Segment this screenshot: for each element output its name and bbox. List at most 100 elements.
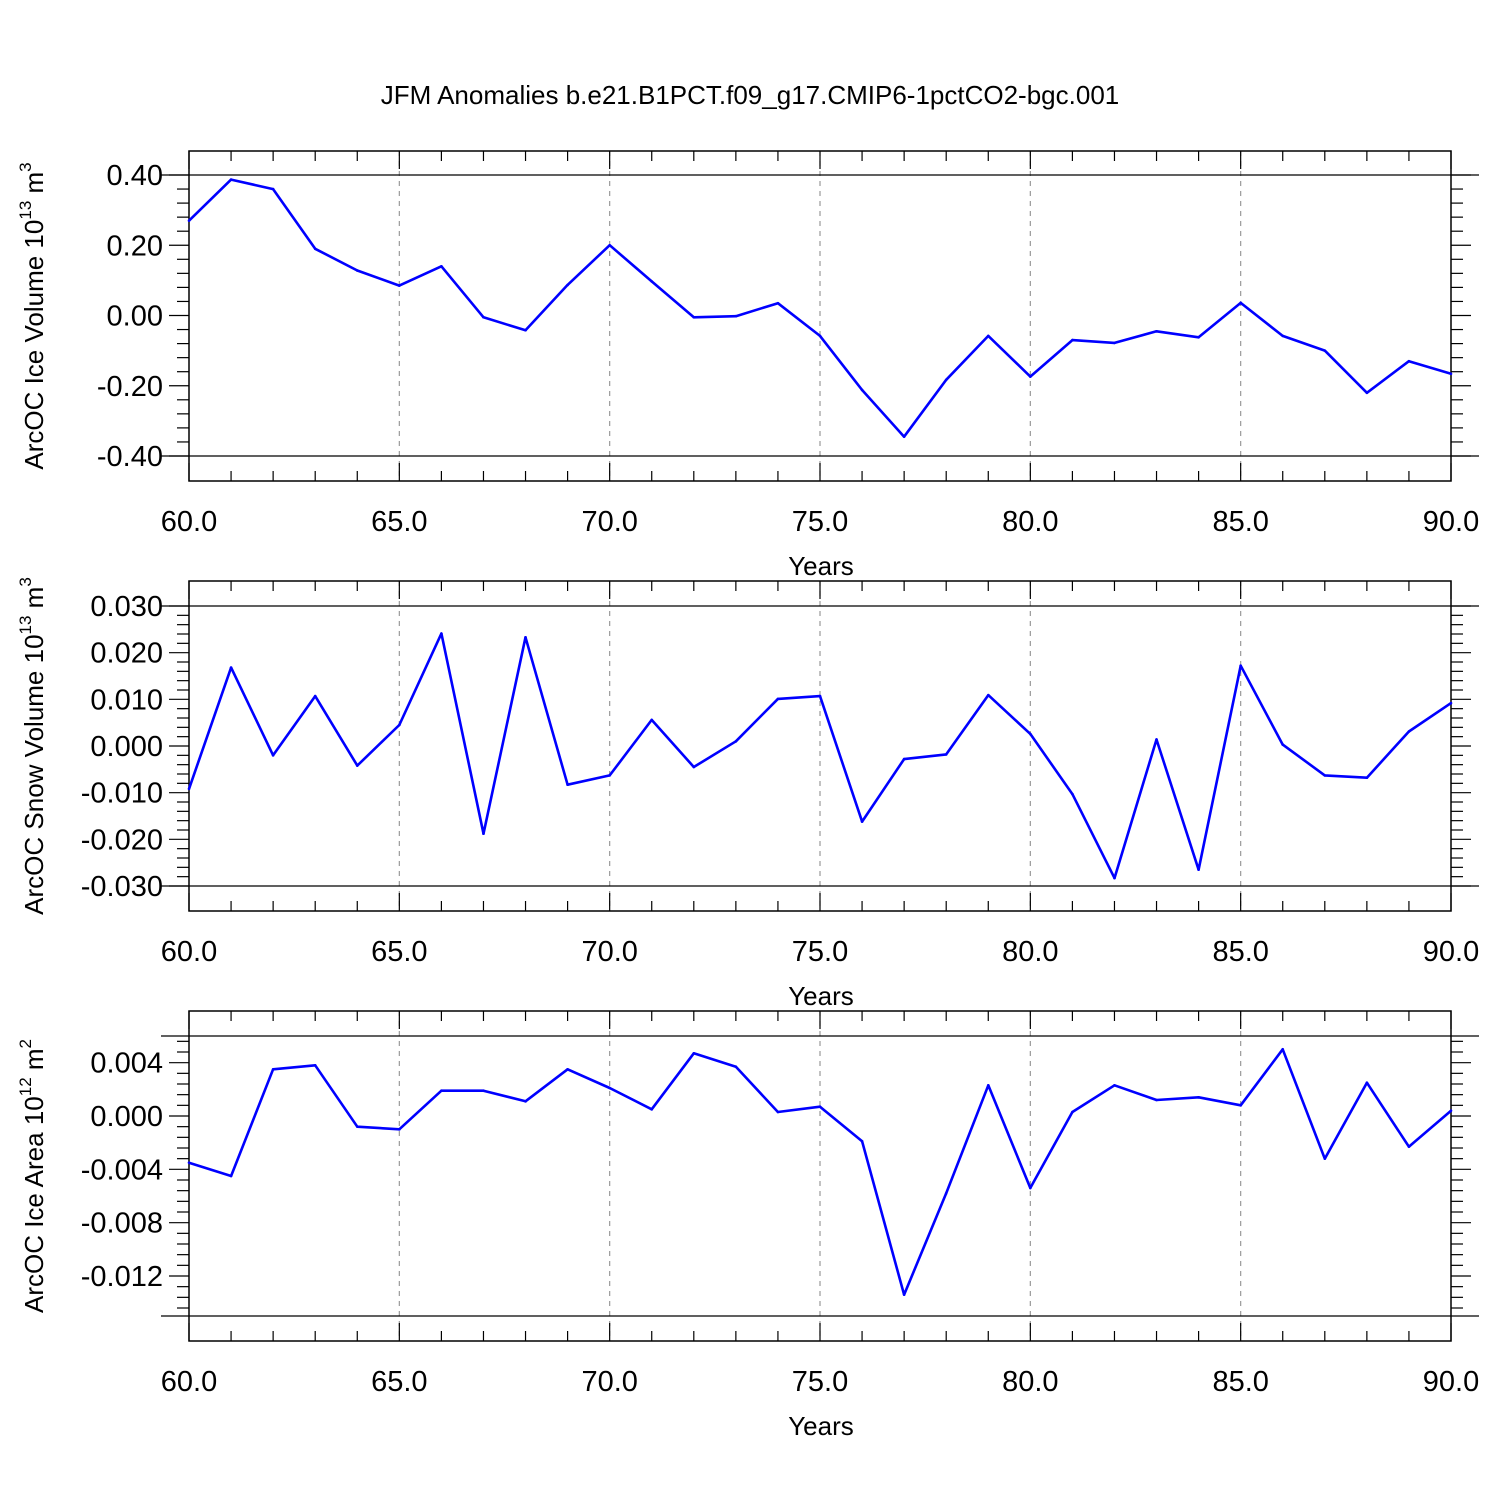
data-point <box>650 1108 654 1111</box>
data-point <box>313 247 317 251</box>
data-point <box>482 315 485 319</box>
y-tick-label: 0.40 <box>107 160 163 192</box>
data-point <box>355 764 359 767</box>
x-tick-label: 90.0 <box>1423 936 1479 968</box>
data-point <box>524 1100 527 1103</box>
data-point <box>902 1293 906 1296</box>
data-point <box>1239 664 1242 668</box>
data-point <box>986 334 990 338</box>
data-point <box>734 740 738 743</box>
data-point <box>818 334 822 338</box>
x-tick-label: 90.0 <box>1423 506 1479 538</box>
data-point <box>650 280 654 283</box>
x-tick-label: 90.0 <box>1423 1366 1479 1398</box>
x-tick-label: 65.0 <box>371 1366 427 1398</box>
y-axis-label-superscript: 3 <box>16 162 35 171</box>
data-point <box>1071 792 1074 796</box>
x-tick-label: 60.0 <box>161 936 217 968</box>
x-tick-label: 75.0 <box>792 1366 848 1398</box>
data-point <box>1029 1186 1032 1190</box>
data-point <box>650 718 654 722</box>
y-tick-label: 0.020 <box>90 638 163 670</box>
x-tick-label: 65.0 <box>371 936 427 968</box>
data-point <box>1323 1157 1327 1160</box>
y-axis-label-superscript: 13 <box>16 616 35 635</box>
data-point <box>566 783 569 787</box>
data-point <box>271 1068 275 1071</box>
data-point <box>692 315 696 319</box>
data-point <box>1281 334 1285 338</box>
data-point <box>440 1089 443 1092</box>
data-point <box>1197 868 1200 871</box>
y-tick-label: -0.010 <box>81 778 163 810</box>
data-point <box>860 388 864 392</box>
data-point <box>1449 701 1453 705</box>
y-tick-label: -0.40 <box>97 441 163 473</box>
chart-title: JFM Anomalies b.e21.B1PCT.f09_g17.CMIP6-… <box>380 80 1120 110</box>
data-point <box>986 1084 990 1087</box>
x-tick-label: 80.0 <box>1002 1366 1058 1398</box>
data-point <box>1323 349 1327 352</box>
data-point <box>818 1105 822 1108</box>
data-point <box>1407 1145 1411 1148</box>
y-axis-label: ArcOC Snow Volume 1013 m3 <box>16 577 49 915</box>
data-point <box>355 269 359 272</box>
y-tick-label: -0.008 <box>81 1208 163 1240</box>
data-point <box>608 774 611 777</box>
data-point <box>187 1161 191 1164</box>
y-axis-label-superscript: 12 <box>16 1077 35 1096</box>
data-point <box>313 1064 317 1067</box>
y-tick-label: 0.010 <box>90 684 163 716</box>
y-tick-label: 0.004 <box>90 1048 163 1080</box>
data-point <box>692 1052 696 1055</box>
y-axis-label-text: ArcOC Ice Volume 10 <box>19 220 49 470</box>
x-tick-label: 70.0 <box>581 1366 637 1398</box>
y-tick-label: 0.000 <box>90 1101 163 1133</box>
data-point <box>1155 1098 1158 1102</box>
data-point <box>1323 774 1327 777</box>
y-tick-label: -0.012 <box>81 1261 163 1293</box>
data-point <box>944 378 948 382</box>
y-axis-label-superscript: 2 <box>16 1039 35 1048</box>
data-point <box>398 284 401 287</box>
data-point <box>734 314 738 318</box>
data-point <box>776 697 780 701</box>
data-point <box>229 178 233 181</box>
y-tick-label: -0.004 <box>81 1154 163 1186</box>
x-tick-label: 75.0 <box>792 936 848 968</box>
chart-panel-1: -0.40 -0.20 0.00 0.20 0.40 60.0 65.0 70.0 75.0 80… <box>16 150 1479 581</box>
y-axis-label-superscript: 13 <box>16 201 35 220</box>
chart-panel-3: -0.012 -0.008 -0.004 0.000 0.004 60.0 65.0 70.0… <box>16 1010 1479 1441</box>
x-tick-label: 80.0 <box>1002 936 1058 968</box>
data-point <box>229 1174 233 1178</box>
data-point <box>944 753 948 756</box>
data-point <box>1029 375 1032 378</box>
y-tick-label: -0.030 <box>81 871 163 903</box>
data-point <box>1113 876 1116 880</box>
data-point <box>1239 1104 1242 1107</box>
y-axis-label: ArcOC Ice Area 1012 m2 <box>16 1039 49 1313</box>
data-point <box>1365 1081 1369 1084</box>
series-line <box>188 178 1452 439</box>
data-point <box>1449 1109 1453 1112</box>
data-point <box>566 1068 569 1071</box>
data-point <box>187 787 191 791</box>
data-point <box>440 632 443 635</box>
data-point <box>1113 1084 1116 1087</box>
y-tick-label: 0.00 <box>107 301 163 333</box>
data-point <box>776 1110 780 1114</box>
data-point <box>1113 341 1116 345</box>
data-point <box>398 723 401 727</box>
data-point <box>692 765 696 769</box>
data-point <box>860 1140 864 1143</box>
x-tick-label: 85.0 <box>1212 936 1268 968</box>
y-axis-label-text: m <box>19 1048 49 1077</box>
x-tick-label: 85.0 <box>1212 506 1268 538</box>
y-axis-label-superscript: 3 <box>16 577 35 586</box>
data-point <box>776 301 780 305</box>
data-point <box>818 694 822 698</box>
data-point <box>902 757 906 761</box>
data-point <box>1197 1096 1200 1099</box>
data-point <box>608 1086 611 1090</box>
